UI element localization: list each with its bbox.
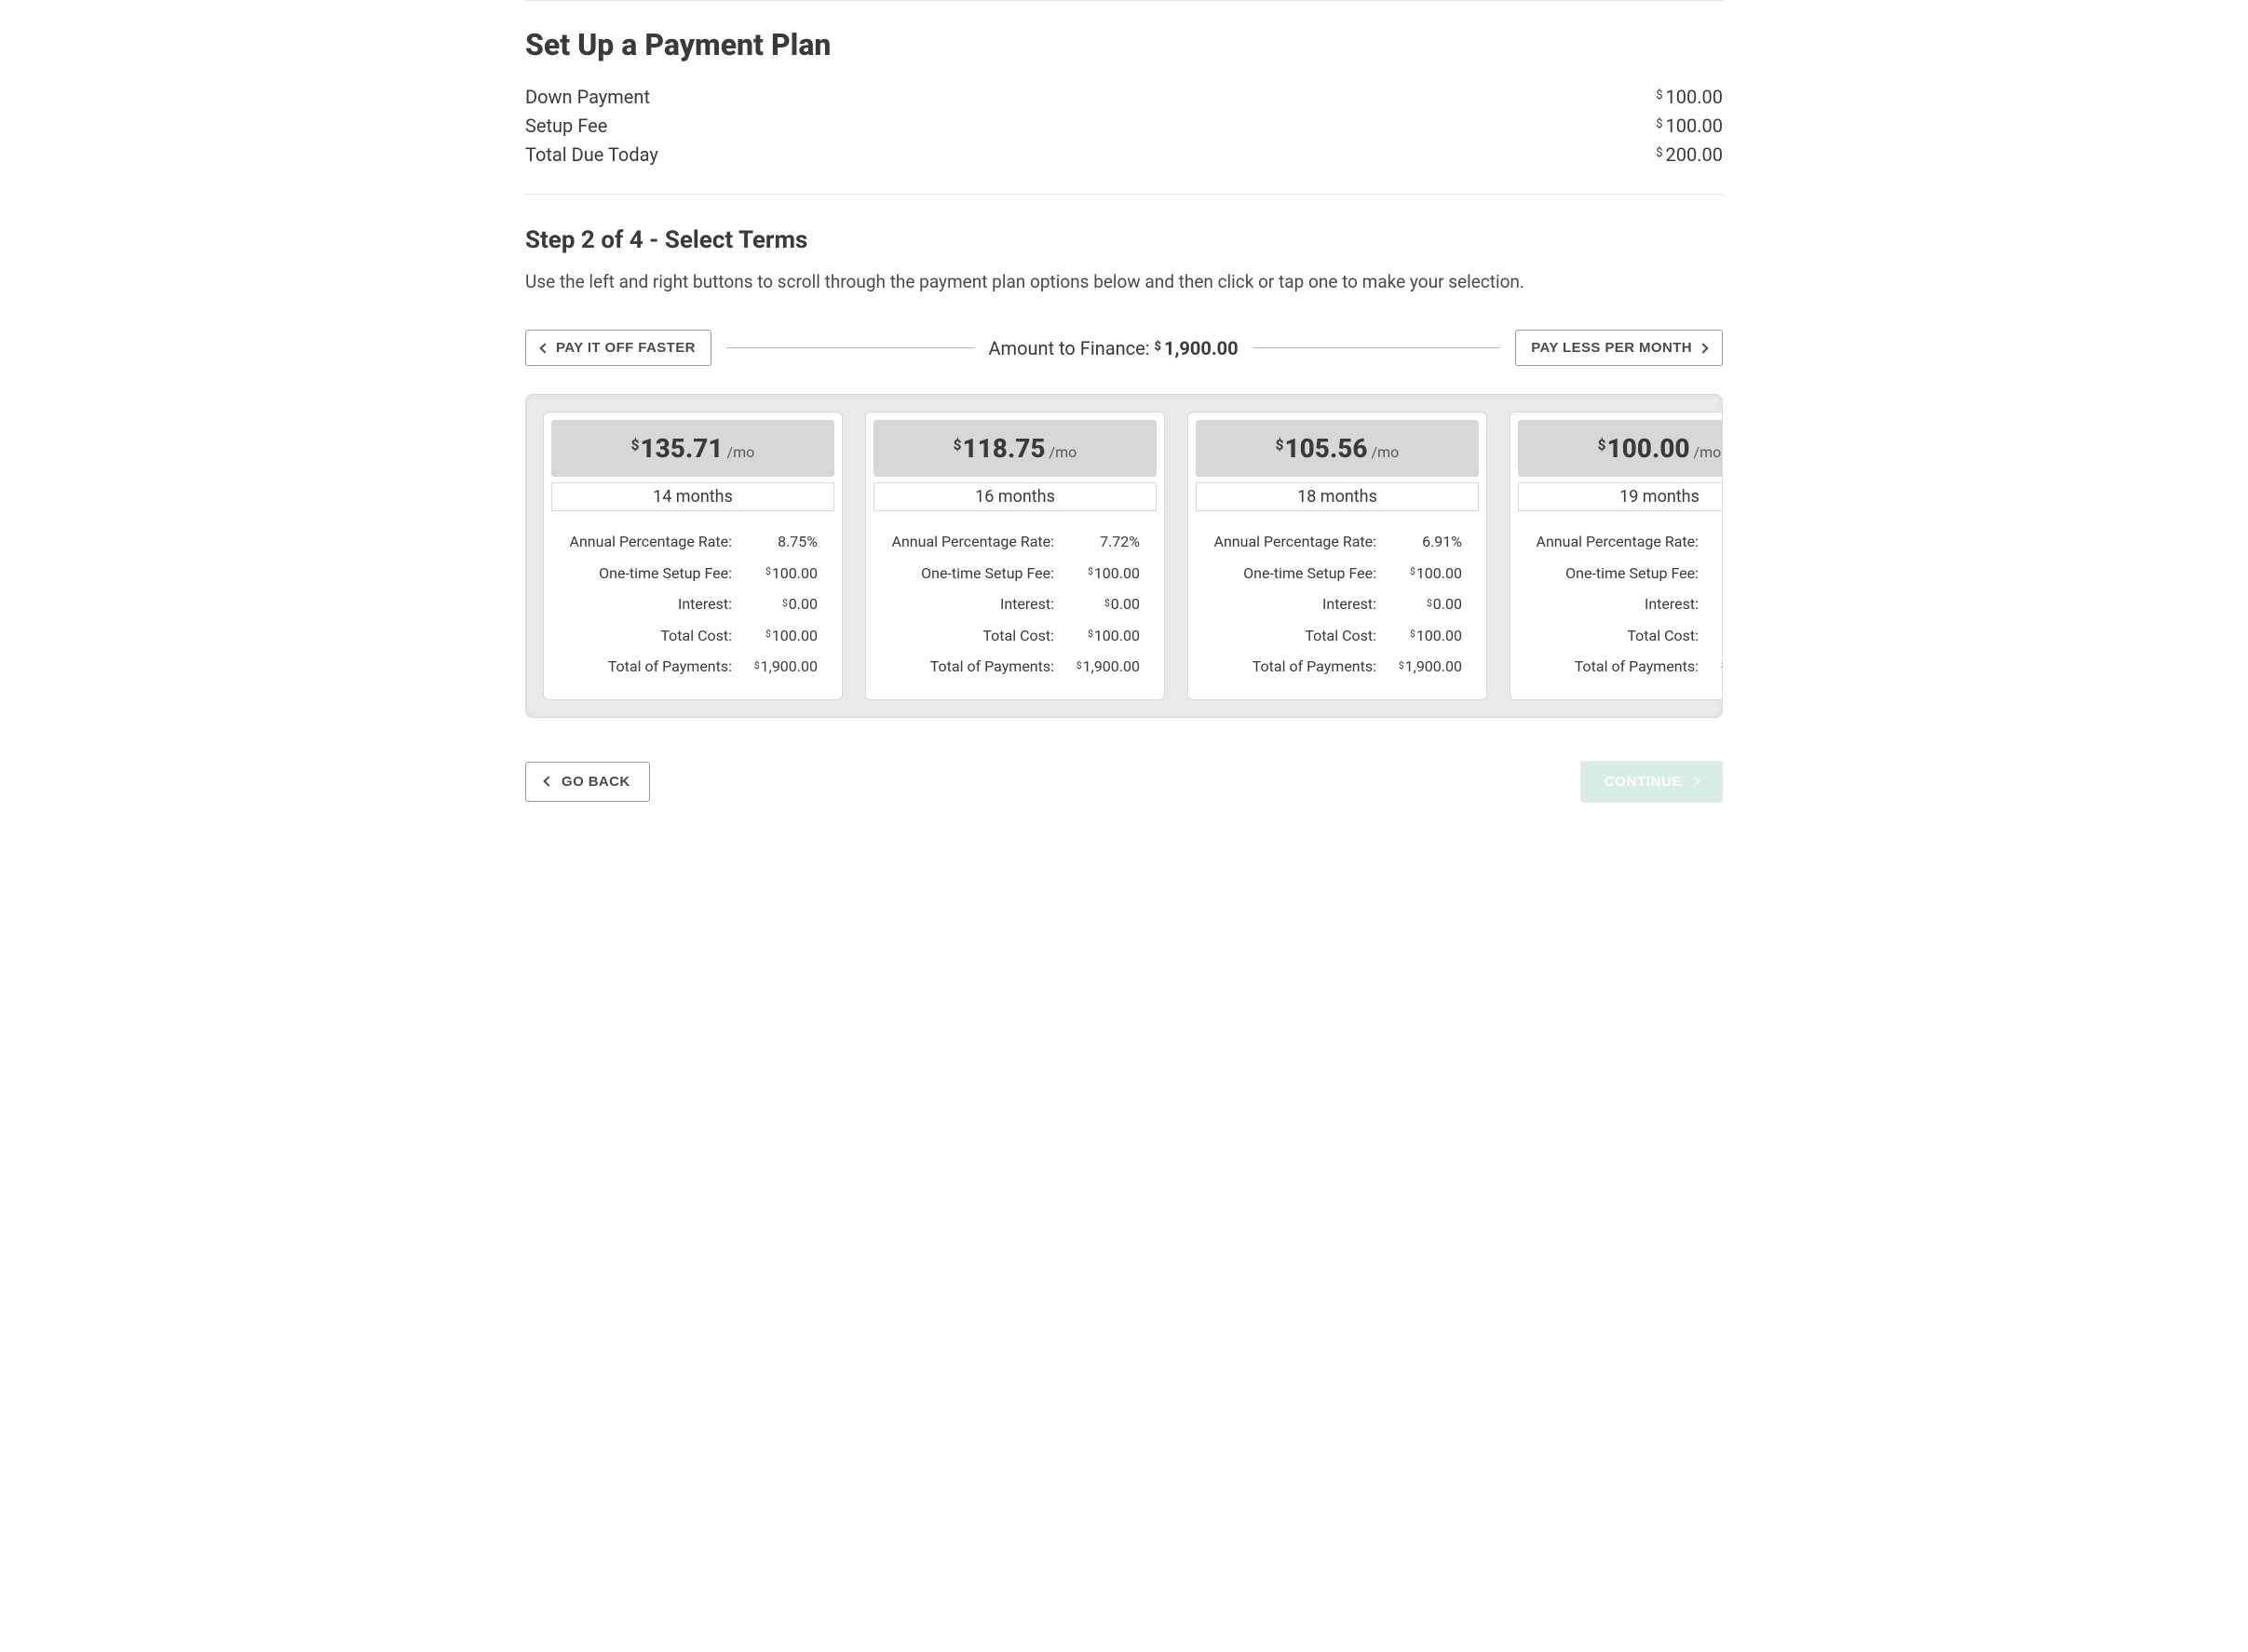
summary-amount: $100.00: [1656, 83, 1723, 112]
summary-label: Total Due Today: [525, 141, 658, 169]
scroll-left-label: PAY IT OFF FASTER: [556, 340, 696, 356]
plan-details: Annual Percentage Rate:7.72%One-time Set…: [873, 526, 1157, 683]
plan-cards-row: $135.71/mo 14 months Annual Percentage Rat…: [543, 412, 1722, 700]
plan-card[interactable]: $135.71/mo 14 months Annual Percentage Rat…: [543, 412, 843, 700]
scroll-right-label: PAY LESS PER MONTH: [1531, 340, 1692, 356]
detail-row-apr: Annual Percentage Rate:6.55%: [1535, 526, 1723, 558]
plan-price: $105.56: [1276, 433, 1368, 464]
page-title: Set Up a Payment Plan: [525, 27, 1723, 62]
plan-card[interactable]: $100.00/mo 19 months Annual Percentage Rat…: [1510, 412, 1723, 700]
detail-row-setup-fee: One-time Setup Fee:$100.00: [568, 558, 818, 589]
detail-row-total-cost: Total Cost:$100.00: [1212, 620, 1462, 652]
plan-price: $118.75: [954, 433, 1046, 464]
divider-line: [726, 347, 974, 348]
detail-row-total-cost: Total Cost:$100.00: [1535, 620, 1723, 652]
plan-details: Annual Percentage Rate:6.55%One-time Set…: [1518, 526, 1723, 683]
plan-months: 14 months: [551, 482, 834, 511]
finance-bar: PAY IT OFF FASTER Amount to Finance: $1,…: [525, 330, 1723, 366]
go-back-label: GO BACK: [562, 774, 630, 790]
plan-card[interactable]: $118.75/mo 16 months Annual Percentage Rat…: [865, 412, 1165, 700]
chevron-right-icon: [1698, 343, 1708, 353]
summary-amount: $200.00: [1656, 141, 1723, 169]
continue-button[interactable]: CONTINUE: [1580, 761, 1723, 803]
detail-row-apr: Annual Percentage Rate:8.75%: [568, 526, 818, 558]
detail-row-total-payments: Total of Payments:$1,900.00: [568, 651, 818, 683]
step-description: Use the left and right buttons to scroll…: [525, 271, 1723, 292]
summary-row-down-payment: Down Payment $100.00: [525, 83, 1723, 112]
plan-per-month: /mo: [727, 443, 755, 461]
plan-card-header: $100.00/mo: [1518, 420, 1723, 477]
plan-details: Annual Percentage Rate:6.91%One-time Set…: [1196, 526, 1479, 683]
divider-line: [1253, 347, 1501, 348]
summary-label: Setup Fee: [525, 112, 607, 141]
detail-row-interest: Interest:$0.00: [1212, 589, 1462, 620]
detail-row-total-cost: Total Cost:$100.00: [568, 620, 818, 652]
plan-per-month: /mo: [1694, 443, 1722, 461]
go-back-button[interactable]: GO BACK: [525, 762, 650, 802]
detail-row-interest: Interest:$0.00: [568, 589, 818, 620]
scroll-left-button[interactable]: PAY IT OFF FASTER: [525, 330, 711, 366]
payment-plan-page: Set Up a Payment Plan Down Payment $100.…: [525, 0, 1723, 859]
detail-row-apr: Annual Percentage Rate:6.91%: [1212, 526, 1462, 558]
continue-label: CONTINUE: [1605, 774, 1682, 790]
footer-buttons: GO BACK CONTINUE: [525, 761, 1723, 803]
plan-months: 16 months: [873, 482, 1157, 511]
detail-row-total-payments: Total of Payments:$1,900.00: [1212, 651, 1462, 683]
plan-months: 18 months: [1196, 482, 1479, 511]
summary-row-setup-fee: Setup Fee $100.00: [525, 112, 1723, 141]
plan-card[interactable]: $105.56/mo 18 months Annual Percentage Rat…: [1187, 412, 1487, 700]
plan-card-header: $105.56/mo: [1196, 420, 1479, 477]
plan-per-month: /mo: [1050, 443, 1077, 461]
step-title: Step 2 of 4 - Select Terms: [525, 226, 1723, 254]
summary-amount: $100.00: [1656, 112, 1723, 141]
detail-row-setup-fee: One-time Setup Fee:$100.00: [890, 558, 1140, 589]
detail-row-total-payments: Total of Payments:$1,900.00: [890, 651, 1140, 683]
chevron-left-icon: [539, 343, 549, 353]
plan-card-header: $118.75/mo: [873, 420, 1157, 477]
plan-per-month: /mo: [1372, 443, 1400, 461]
detail-row-total-cost: Total Cost:$100.00: [890, 620, 1140, 652]
detail-row-interest: Interest:$0.00: [1535, 589, 1723, 620]
chevron-right-icon: [1689, 777, 1700, 787]
plan-price: $100.00: [1598, 433, 1690, 464]
scroll-right-button[interactable]: PAY LESS PER MONTH: [1515, 330, 1723, 366]
plan-card-header: $135.71/mo: [551, 420, 834, 477]
detail-row-setup-fee: One-time Setup Fee:$100.00: [1212, 558, 1462, 589]
detail-row-total-payments: Total of Payments:$1,900.00: [1535, 651, 1723, 683]
amount-to-finance: Amount to Finance: $1,900.00: [989, 337, 1239, 359]
plan-months: 19 months: [1518, 482, 1723, 511]
step-section: Step 2 of 4 - Select Terms Use the left …: [525, 195, 1723, 803]
summary-row-total-due: Total Due Today $200.00: [525, 141, 1723, 169]
plan-cards-container: $135.71/mo 14 months Annual Percentage Rat…: [525, 394, 1723, 718]
plan-price: $135.71: [631, 433, 724, 464]
header-section: Set Up a Payment Plan Down Payment $100.…: [525, 1, 1723, 195]
detail-row-apr: Annual Percentage Rate:7.72%: [890, 526, 1140, 558]
plan-details: Annual Percentage Rate:8.75%One-time Set…: [551, 526, 834, 683]
chevron-left-icon: [543, 777, 553, 787]
summary-label: Down Payment: [525, 83, 650, 112]
detail-row-interest: Interest:$0.00: [890, 589, 1140, 620]
detail-row-setup-fee: One-time Setup Fee:$100.00: [1535, 558, 1723, 589]
